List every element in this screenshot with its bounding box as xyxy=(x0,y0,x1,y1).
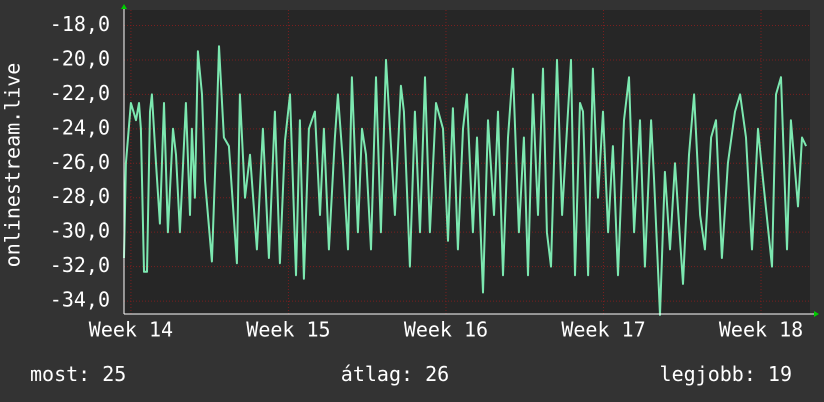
y-tick-label: -24,0 xyxy=(50,115,110,139)
y-tick-label: -22,0 xyxy=(50,81,110,105)
x-tick-label: Week 16 xyxy=(404,318,488,342)
y-tick-label: -30,0 xyxy=(50,219,110,243)
stat-value: 25 xyxy=(102,362,126,386)
y-axis-label: onlinestream.live xyxy=(1,63,25,268)
y-tick-label: -28,0 xyxy=(50,184,110,208)
data-line xyxy=(123,45,808,316)
stat-label: most: xyxy=(30,362,90,386)
stat: legjobb: 19 xyxy=(660,362,792,386)
y-tick-label: -18,0 xyxy=(50,12,110,36)
y-tick-label: -32,0 xyxy=(50,253,110,277)
stats: most: 25 átlag: 26 legjobb: 19 xyxy=(30,362,792,386)
x-tick-label: Week 17 xyxy=(561,318,645,342)
stat-value: 26 xyxy=(425,362,449,386)
x-tick-label: Week 15 xyxy=(246,318,330,342)
x-tick-label: Week 14 xyxy=(89,318,173,342)
y-tick-label: -26,0 xyxy=(50,150,110,174)
stat-label: átlag: xyxy=(341,362,413,386)
x-tick-label: Week 18 xyxy=(719,318,803,342)
stat-value: 19 xyxy=(768,362,792,386)
axis-arrow xyxy=(121,4,127,9)
axis-arrow xyxy=(814,311,819,317)
y-tick-label: -20,0 xyxy=(50,46,110,70)
stat-label: legjobb: xyxy=(660,362,756,386)
plot-area xyxy=(124,10,810,314)
stat: átlag: 26 xyxy=(341,362,449,386)
y-tick-label: -34,0 xyxy=(50,288,110,312)
stat: most: 25 xyxy=(30,362,126,386)
